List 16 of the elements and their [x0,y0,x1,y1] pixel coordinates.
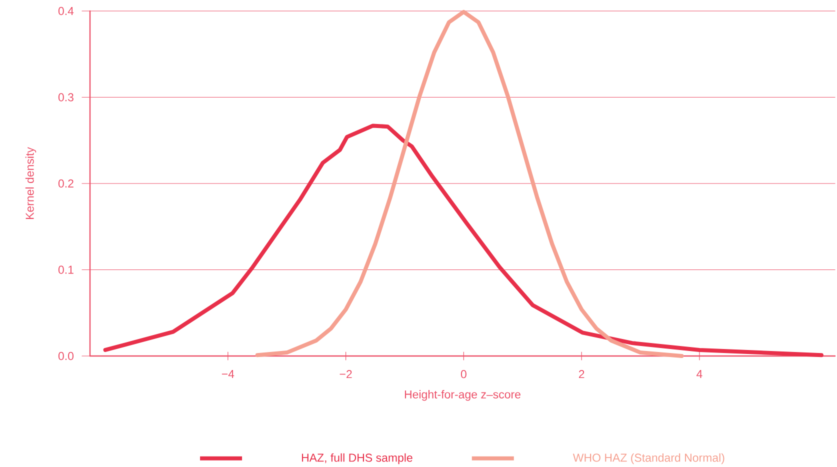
text: HAZ, full DHS sample [302,453,412,464]
y-tick-label: 0.1 [58,265,74,274]
x-tick-label: −4 [222,370,234,378]
y-axis-title: Kernel density [25,146,36,219]
y-tick-label: 0.3 [58,92,74,102]
x-tick-label: 4 [696,370,702,378]
x-tick-label: 2 [578,370,584,378]
x-tick-label: 0 [460,370,466,378]
y-tick-label: 0.4 [58,6,74,15]
x-tick-label: −2 [340,370,352,378]
y-tick-label: 0.2 [58,179,74,188]
y-tick-label: 0.0 [58,352,74,360]
text: WHO HAZ (Standard Normal) [572,453,724,464]
line-series [255,10,684,358]
x-axis-title: Height-for-age z–score [404,390,520,401]
line-series [103,124,824,357]
